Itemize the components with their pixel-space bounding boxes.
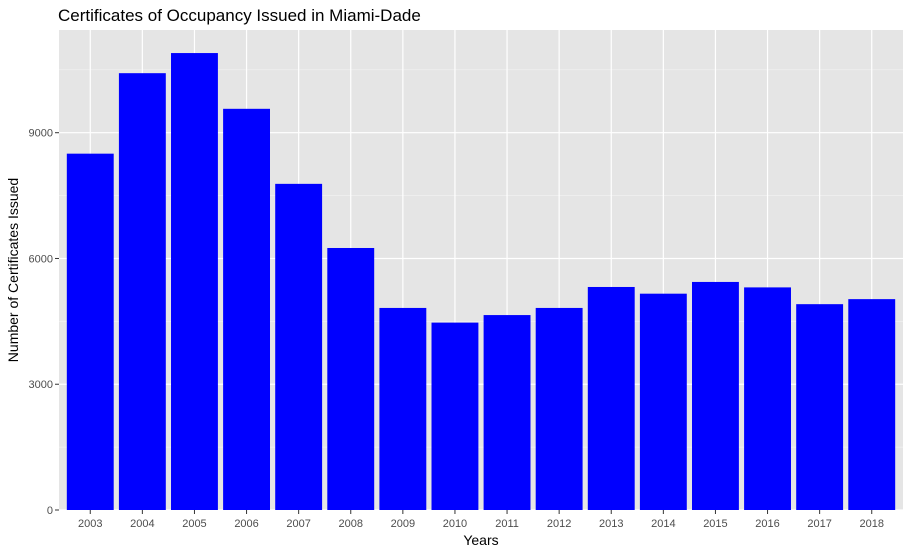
bar-2017 — [796, 304, 844, 510]
y-tick-label: 6000 — [29, 253, 53, 265]
x-axis-title: Years — [463, 532, 498, 548]
x-tick-label: 2015 — [703, 518, 727, 530]
y-axis-ticks: 0 3000 6000 9000 — [29, 128, 59, 517]
y-tick-label: 0 — [47, 505, 53, 517]
bar-2010 — [431, 322, 479, 510]
bar-2018 — [848, 299, 896, 510]
x-tick-label: 2010 — [443, 518, 467, 530]
bar-2013 — [587, 286, 635, 510]
bar-2006 — [223, 108, 270, 510]
bar-2004 — [118, 73, 166, 510]
x-tick-label: 2017 — [807, 518, 831, 530]
x-tick-label: 2016 — [755, 518, 779, 530]
x-tick-label: 2014 — [651, 518, 675, 530]
bar-2012 — [535, 307, 583, 510]
x-tick-label: 2018 — [859, 518, 883, 530]
bar-2009 — [379, 307, 427, 510]
bar-2008 — [327, 247, 375, 510]
bar-2003 — [66, 153, 114, 510]
x-tick-label: 2005 — [182, 518, 206, 530]
bars — [66, 53, 896, 511]
x-tick-label: 2006 — [234, 518, 258, 530]
y-tick-label: 9000 — [29, 128, 53, 140]
x-tick-label: 2009 — [391, 518, 415, 530]
x-tick-label: 2003 — [78, 518, 102, 530]
x-tick-label: 2004 — [130, 518, 154, 530]
bar-2016 — [744, 287, 791, 510]
x-tick-label: 2013 — [599, 518, 623, 530]
y-axis-title: Number of Certificates Issued — [5, 178, 21, 362]
x-tick-label: 2008 — [339, 518, 363, 530]
chart-title: Certificates of Occupancy Issued in Miam… — [58, 6, 421, 25]
x-axis-ticks: 2003 2004 2005 2006 2007 2008 2009 2010 2011 2012… — [78, 510, 884, 530]
x-tick-label: 2012 — [547, 518, 571, 530]
x-tick-label: 2007 — [286, 518, 310, 530]
y-tick-label: 3000 — [29, 379, 53, 391]
bar-2011 — [483, 315, 531, 510]
bar-2007 — [275, 183, 323, 510]
x-tick-label: 2011 — [495, 518, 519, 530]
bar-2015 — [692, 281, 739, 510]
bar-2014 — [639, 293, 687, 510]
bar-2005 — [171, 53, 218, 511]
